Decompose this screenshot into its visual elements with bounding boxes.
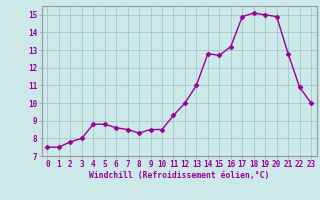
X-axis label: Windchill (Refroidissement éolien,°C): Windchill (Refroidissement éolien,°C) (89, 171, 269, 180)
